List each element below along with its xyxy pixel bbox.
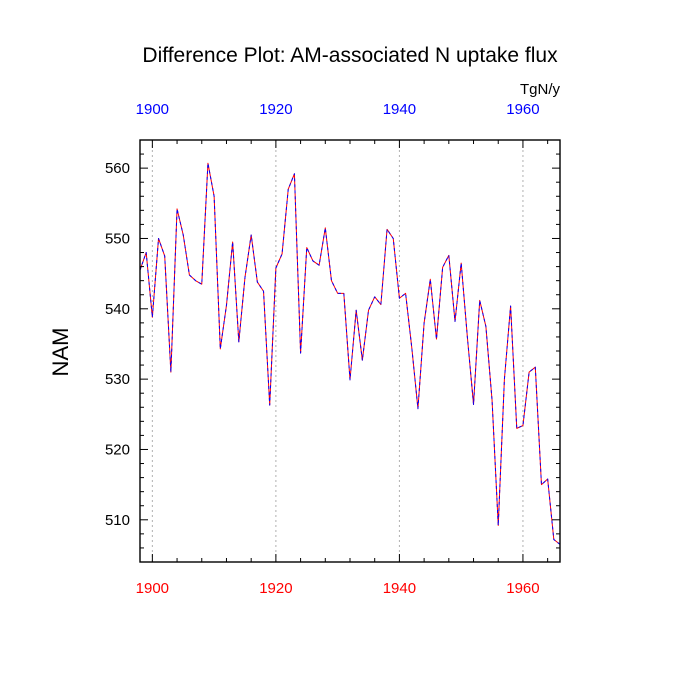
x-tick-label-bottom: 1960: [506, 580, 539, 597]
y-tick-label: 510: [105, 512, 130, 529]
x-tick-label-bottom: 1920: [259, 580, 292, 597]
x-tick-label-top: 1920: [259, 101, 292, 118]
chart-title: Difference Plot: AM-associated N uptake …: [142, 44, 558, 67]
x-tick-label-bottom: 1940: [383, 580, 416, 597]
x-tick-label-top: 1900: [136, 101, 169, 118]
x-tick-label-top: 1940: [383, 101, 416, 118]
x-tick-label-top: 1960: [506, 101, 539, 118]
y-tick-label: 550: [105, 230, 130, 247]
y-tick-label: 520: [105, 441, 130, 458]
y-tick-label: 560: [105, 160, 130, 177]
grid-lines: [151, 140, 524, 562]
y-tick-label: 540: [105, 301, 130, 318]
units-label: TgN/y: [520, 81, 561, 98]
y-axis-label: NAM: [48, 328, 73, 377]
x-tick-label-bottom: 1900: [136, 580, 169, 597]
y-tick-label: 530: [105, 371, 130, 388]
tick-labels: 1900 1900 1920 1920 1940 1940 1960 1960 510 520 53…: [105, 101, 540, 597]
series-line-2: [139, 162, 561, 545]
series-layer: [139, 162, 561, 545]
axes: [139, 139, 561, 563]
